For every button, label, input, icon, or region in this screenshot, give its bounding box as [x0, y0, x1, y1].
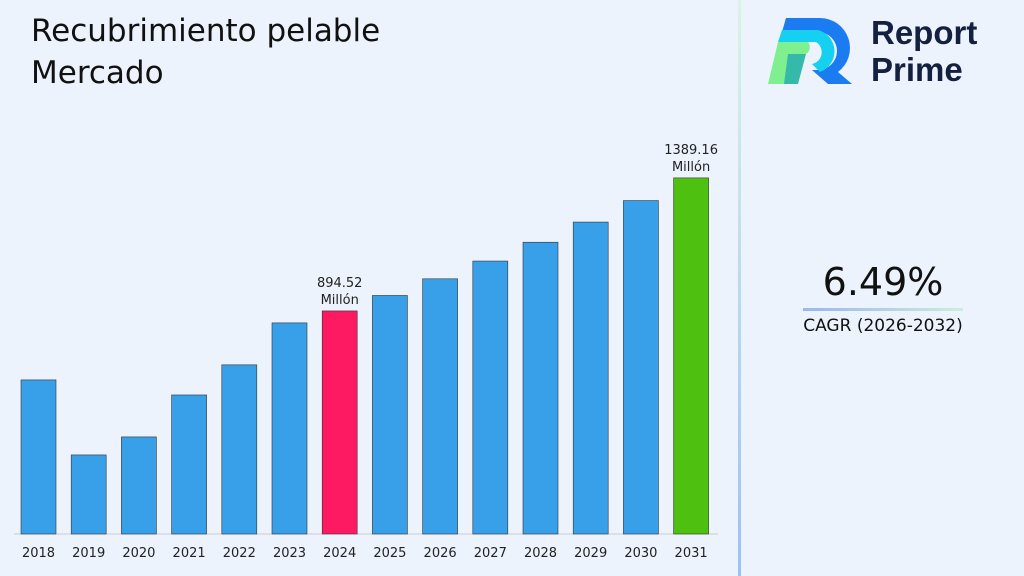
cagr-label: CAGR (2026-2032): [803, 316, 963, 336]
logo-line1: Report: [871, 14, 978, 51]
divider: [738, 0, 741, 576]
bar-2024: [321, 310, 358, 535]
bar-2029: [572, 221, 609, 535]
bar-chart: 2018 2019 2020 2021 2022 2023 2024 894.52 Millón…: [14, 143, 718, 561]
bar-2023: [271, 322, 308, 535]
x-tick-label: 2025: [373, 546, 406, 561]
x-tick-label: 2018: [22, 546, 55, 561]
data-label-value: 1389.16: [664, 143, 718, 158]
bar-2020: [121, 436, 157, 535]
data-label-unit: Millón: [672, 160, 710, 175]
x-tick-label: 2019: [72, 546, 105, 561]
bar-2022: [221, 364, 258, 535]
x-tick-label: 2031: [675, 546, 708, 561]
logo-text: Report Prime: [871, 14, 977, 88]
x-tick-label: 2030: [624, 546, 657, 561]
x-tick-label: 2024: [323, 546, 356, 561]
bar-2027: [472, 260, 509, 535]
data-label-unit: Millón: [321, 293, 359, 308]
bar-2028: [522, 241, 559, 535]
x-tick-label: 2028: [524, 546, 557, 561]
data-label-value: 894.52: [317, 276, 363, 291]
bar-2030: [623, 200, 659, 535]
x-tick-label: 2026: [424, 546, 457, 561]
bar-2019: [70, 454, 107, 535]
x-tick-label: 2027: [474, 546, 507, 561]
x-tick-label: 2023: [273, 546, 306, 561]
x-tick-label: 2022: [223, 546, 256, 561]
bar-2021: [171, 394, 207, 535]
report-prime-logo: [768, 18, 852, 84]
x-tick-label: 2029: [574, 546, 607, 561]
bar-2018: [20, 379, 57, 535]
x-tick-label: 2020: [122, 546, 155, 561]
logo-line2: Prime: [871, 51, 963, 88]
cagr-value: 6.49%: [822, 260, 944, 304]
bar-2025: [372, 295, 408, 535]
cagr-underline: [803, 308, 963, 311]
bar-2026: [422, 278, 458, 535]
page-title: Recubrimiento pelable Mercado: [31, 13, 381, 91]
x-tick-label: 2021: [173, 546, 206, 561]
bar-2031: [673, 177, 709, 535]
